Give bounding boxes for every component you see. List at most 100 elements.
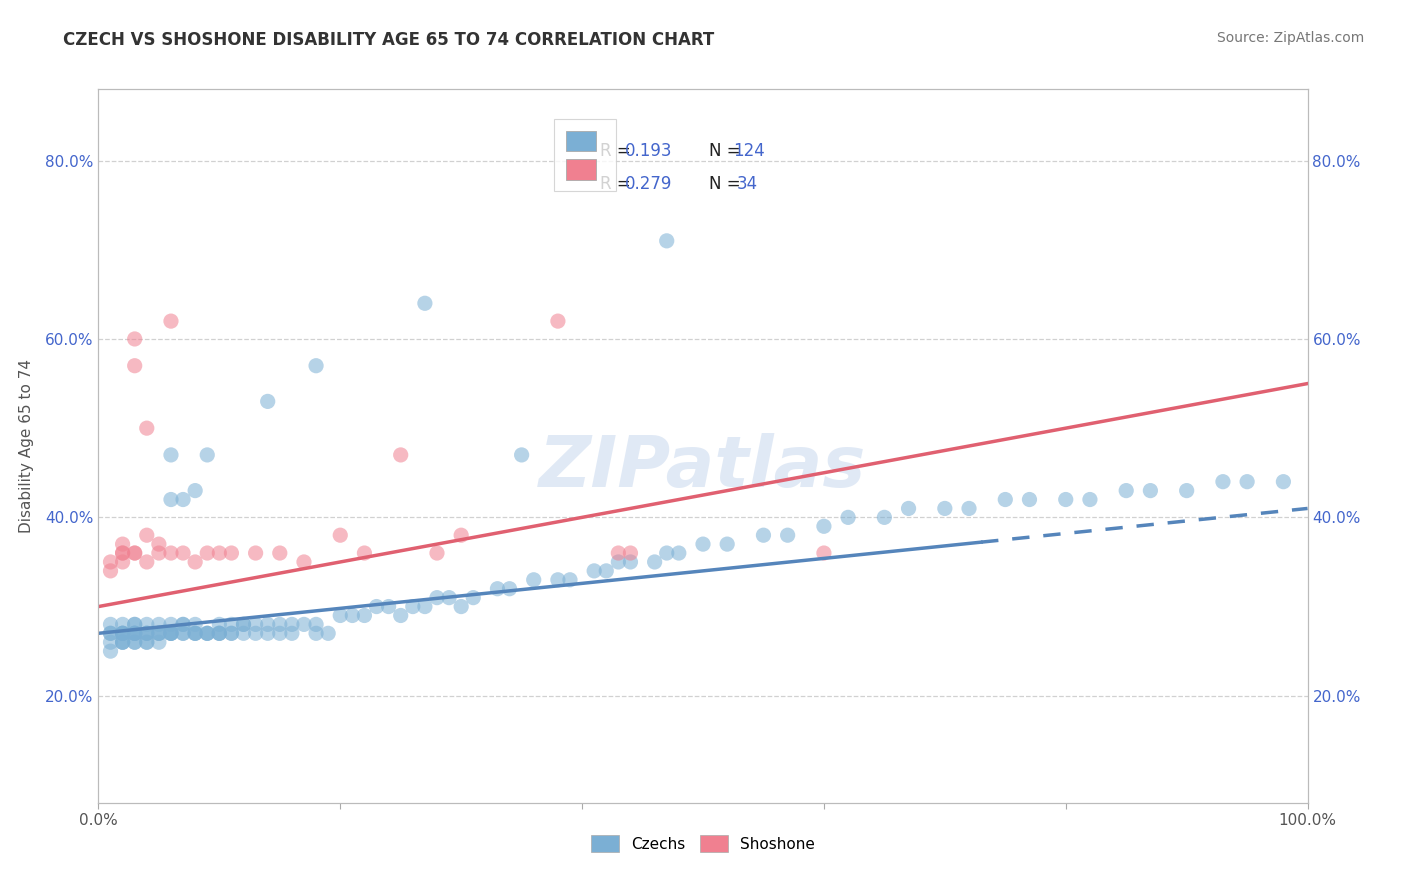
Point <box>957 501 980 516</box>
Point <box>124 635 146 649</box>
Point <box>426 546 449 560</box>
Point <box>100 635 122 649</box>
Point <box>160 626 183 640</box>
Point <box>135 626 157 640</box>
Point <box>426 591 449 605</box>
Point <box>148 617 170 632</box>
Point <box>450 599 472 614</box>
Point <box>124 359 146 373</box>
Point <box>221 626 243 640</box>
Point <box>256 617 278 632</box>
Point <box>353 546 375 560</box>
Point <box>1018 492 1040 507</box>
Point <box>111 555 134 569</box>
Point <box>1115 483 1137 498</box>
Text: 34: 34 <box>737 175 758 193</box>
Point <box>269 546 291 560</box>
Point <box>124 546 146 560</box>
Text: ZIPatlas: ZIPatlas <box>540 433 866 502</box>
Point <box>558 573 581 587</box>
Point <box>160 617 183 632</box>
Point <box>994 492 1017 507</box>
Point <box>111 635 134 649</box>
Point <box>124 626 146 640</box>
Point <box>135 635 157 649</box>
Point <box>547 314 569 328</box>
Text: R =: R = <box>600 175 631 193</box>
Point <box>208 617 231 632</box>
Point <box>160 626 183 640</box>
Point <box>195 626 218 640</box>
Point <box>413 599 436 614</box>
Point <box>195 626 218 640</box>
Point <box>752 528 775 542</box>
Point <box>172 492 194 507</box>
Point <box>195 448 218 462</box>
Point <box>813 546 835 560</box>
Point <box>148 626 170 640</box>
Point <box>463 591 485 605</box>
Point <box>172 626 194 640</box>
Point <box>1212 475 1234 489</box>
Point <box>111 546 134 560</box>
Point <box>776 528 799 542</box>
Point <box>100 644 122 658</box>
Text: 0.279: 0.279 <box>624 175 672 193</box>
Point <box>934 501 956 516</box>
Point <box>668 546 690 560</box>
Point <box>100 564 122 578</box>
Point <box>281 626 304 640</box>
Point <box>450 528 472 542</box>
Point <box>1272 475 1295 489</box>
Point <box>256 626 278 640</box>
Point <box>510 448 533 462</box>
Point <box>1054 492 1077 507</box>
Point <box>245 617 267 632</box>
Point <box>160 448 183 462</box>
Text: 124: 124 <box>734 143 765 161</box>
Point <box>329 608 352 623</box>
Point <box>184 626 207 640</box>
Point <box>184 555 207 569</box>
Point <box>111 635 134 649</box>
Point <box>148 635 170 649</box>
Point <box>160 626 183 640</box>
Point <box>292 617 315 632</box>
Point <box>389 608 412 623</box>
Point <box>1175 483 1198 498</box>
Point <box>221 626 243 640</box>
Y-axis label: Disability Age 65 to 74: Disability Age 65 to 74 <box>18 359 34 533</box>
Point <box>256 394 278 409</box>
Point <box>135 528 157 542</box>
Point <box>232 617 254 632</box>
Point <box>160 492 183 507</box>
Point <box>124 635 146 649</box>
Point <box>100 626 122 640</box>
Point <box>366 599 388 614</box>
Point <box>135 555 157 569</box>
Point <box>413 296 436 310</box>
Point <box>1139 483 1161 498</box>
Point <box>486 582 509 596</box>
Point <box>377 599 399 614</box>
Text: CZECH VS SHOSHONE DISABILITY AGE 65 TO 74 CORRELATION CHART: CZECH VS SHOSHONE DISABILITY AGE 65 TO 7… <box>63 31 714 49</box>
Point <box>595 564 617 578</box>
Point <box>607 555 630 569</box>
Point <box>329 528 352 542</box>
Point <box>655 546 678 560</box>
Point <box>135 626 157 640</box>
Point <box>716 537 738 551</box>
Point <box>305 626 328 640</box>
Point <box>124 626 146 640</box>
Text: N =: N = <box>709 143 741 161</box>
Point <box>160 546 183 560</box>
Point <box>221 546 243 560</box>
Point <box>655 234 678 248</box>
Point <box>111 626 134 640</box>
Point <box>148 626 170 640</box>
Point <box>402 599 425 614</box>
Legend: Czechs, Shoshone: Czechs, Shoshone <box>583 828 823 859</box>
Point <box>208 626 231 640</box>
Point <box>148 546 170 560</box>
Point <box>111 626 134 640</box>
